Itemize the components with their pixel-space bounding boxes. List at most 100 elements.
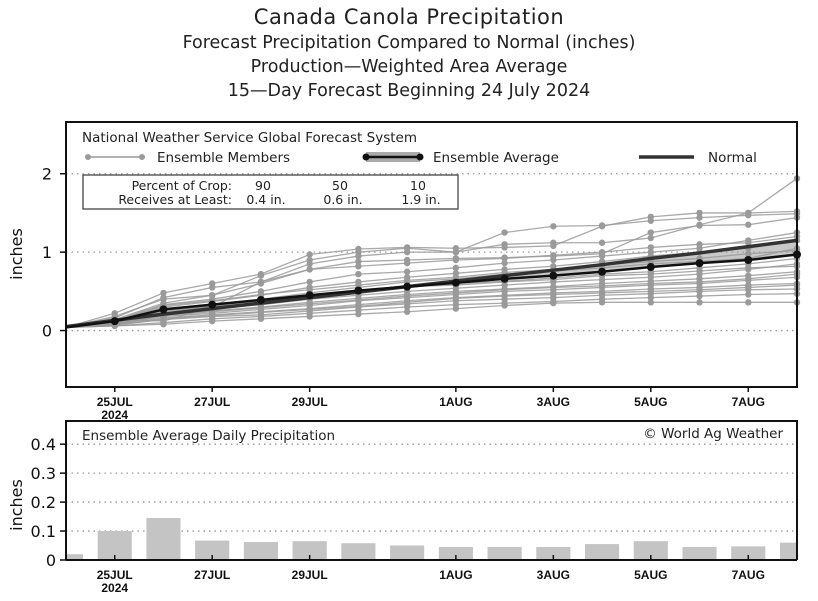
- ensemble-average-point: [695, 259, 704, 268]
- ensemble-member-line: [65, 301, 797, 329]
- ensemble-member-point: [696, 292, 703, 300]
- ensemble-member-point: [598, 299, 606, 306]
- top-y-axis-label: inches: [7, 228, 26, 280]
- ensemble-member-point: [745, 299, 752, 306]
- legend-average-marker: [362, 153, 370, 161]
- ensemble-member-point: [452, 274, 460, 281]
- ensemble-member-point: [209, 284, 216, 291]
- bottom-plot-frame: [65, 420, 798, 560]
- ensemble-member-point: [355, 310, 362, 318]
- ensemble-member-point: [403, 303, 411, 311]
- ensemble-member-line: [65, 217, 798, 329]
- ensemble-member-point: [647, 299, 654, 306]
- ensemble-member-point: [745, 284, 752, 291]
- ensemble-member-point: [501, 229, 508, 236]
- ensemble-member-point: [501, 292, 508, 300]
- daily-bars: [67, 518, 796, 560]
- source-label: National Weather Service Global Forecast…: [82, 130, 417, 146]
- ensemble-member-point: [745, 275, 752, 283]
- ensemble-member-point: [550, 284, 557, 291]
- daily-bar: [146, 518, 181, 560]
- ensemble-member-point: [501, 255, 508, 262]
- ensemble-member-point: [696, 278, 703, 286]
- ensemble-member-point: [160, 315, 167, 322]
- ensemble-member-point: [501, 259, 508, 267]
- ensemble-member-point: [160, 294, 167, 301]
- ensemble-member-point: [306, 300, 313, 308]
- ensemble-member-point: [257, 304, 265, 312]
- crop-row2-label: Receives at Least:: [118, 192, 232, 207]
- ensemble-member-point: [696, 222, 703, 229]
- ensemble-member-point: [355, 303, 362, 310]
- ensemble-member-line: [65, 231, 798, 329]
- x-tick-label: 25JUL: [97, 395, 133, 409]
- ensemble-member-point: [403, 259, 411, 267]
- ensemble-average-point: [354, 286, 363, 295]
- ensemble-member-point: [696, 299, 703, 306]
- ensemble-average-point: [305, 291, 314, 300]
- ensemble-member-point: [550, 256, 557, 264]
- x-tick-label: 29JUL: [292, 568, 328, 582]
- ensemble-member-point: [745, 239, 752, 246]
- y-tick-label: 0.2: [31, 493, 56, 512]
- ensemble-average-point: [208, 300, 217, 309]
- ensemble-member-point: [550, 239, 557, 246]
- daily-bar: [390, 545, 425, 560]
- x-tick-sublabel: 2024: [101, 408, 128, 422]
- ensemble-member-point: [306, 260, 313, 268]
- daily-bar: [779, 542, 796, 560]
- ensemble-member-point: [257, 309, 265, 316]
- top-y-ticks: 0 1 2: [42, 165, 66, 341]
- top-plot-frame: [65, 121, 798, 388]
- ensemble-member-point: [306, 286, 313, 293]
- ensemble-member-point: [257, 291, 265, 298]
- ensemble-member-point: [598, 282, 606, 290]
- chart-subtitle-2: Production—Weighted Area Average: [250, 57, 568, 77]
- ensemble-member-point: [745, 264, 752, 272]
- y-tick-label: 0.3: [31, 464, 56, 483]
- daily-bar: [731, 546, 766, 560]
- ensemble-member-point: [647, 288, 654, 295]
- y-tick-label: 0: [42, 322, 52, 341]
- ensemble-average-point: [500, 274, 509, 283]
- ensemble-member-line: [65, 282, 798, 329]
- ensemble-member-point: [647, 234, 654, 242]
- ensemble-member-point: [209, 312, 216, 319]
- ensemble-member-line: [65, 284, 798, 329]
- ensemble-member-point: [306, 278, 313, 286]
- daily-bar: [585, 544, 620, 560]
- ensemble-member-point: [598, 248, 606, 256]
- ensemble-member-point: [355, 296, 362, 304]
- legend-members-marker: [139, 154, 145, 160]
- ensemble-member-point: [452, 248, 460, 256]
- top-gridlines: [66, 173, 797, 332]
- chart-subtitle-1: Forecast Precipitation Compared to Norma…: [182, 33, 636, 53]
- ensemble-member-point: [647, 270, 654, 278]
- ensemble-member-point: [745, 291, 752, 298]
- crop-row1-value: 50: [332, 178, 348, 193]
- y-tick-label: 0.4: [31, 435, 56, 454]
- ensemble-average-line: [65, 253, 798, 329]
- x-tick-label: 3AUG: [537, 568, 570, 582]
- ensemble-member-point: [403, 292, 411, 300]
- crop-row2-value: 1.9 in.: [401, 192, 440, 207]
- x-tick-label: 7AUG: [732, 568, 765, 582]
- ensemble-member-point: [550, 252, 557, 259]
- daily-bar: [536, 546, 571, 560]
- ensemble-member-point: [355, 270, 362, 278]
- ensemble-average-points: [110, 250, 801, 326]
- x-tick-label: 27JUL: [194, 568, 230, 582]
- ensemble-member-point: [647, 229, 654, 236]
- ensemble-member-line: [65, 273, 798, 329]
- ensemble-member-point: [209, 317, 216, 325]
- daily-bar: [67, 554, 84, 560]
- ensemble-member-point: [501, 286, 508, 293]
- x-tick-label: 5AUG: [634, 395, 667, 409]
- chart-subtitle-3: 15—Day Forecast Beginning 24 July 2024: [227, 81, 591, 101]
- ensemble-member-line: [65, 235, 798, 329]
- daily-bar: [195, 540, 230, 560]
- ensemble-average-point: [159, 305, 168, 314]
